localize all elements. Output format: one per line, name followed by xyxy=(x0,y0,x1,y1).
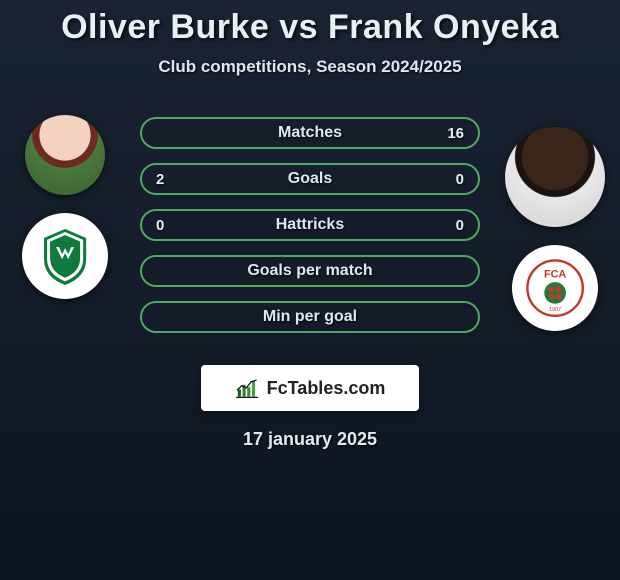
stat-value-right: 0 xyxy=(442,171,464,188)
infographic-container: Oliver Burke vs Frank Onyeka Club compet… xyxy=(0,0,620,450)
stat-value-right: 0 xyxy=(442,217,464,234)
stat-row-goals-per-match: Goals per match xyxy=(140,255,480,287)
date-line: 17 january 2025 xyxy=(0,429,620,450)
player-right-avatar xyxy=(505,127,605,227)
fc-augsburg-icon: FCA 1907 xyxy=(525,258,585,318)
stat-label: Goals per match xyxy=(247,262,372,280)
player-right-club-badge: FCA 1907 xyxy=(512,245,598,331)
stat-value-left: 2 xyxy=(156,171,178,188)
comparison-area: FCA 1907 Matches 16 2 Goals 0 xyxy=(0,115,620,345)
stat-row-matches: Matches 16 xyxy=(140,117,480,149)
player-right-column: FCA 1907 xyxy=(500,127,610,331)
stat-value-right: 16 xyxy=(442,125,464,142)
brand-text: FcTables.com xyxy=(267,378,386,399)
werder-bremen-icon xyxy=(35,226,95,286)
brand-badge: FcTables.com xyxy=(201,365,419,411)
stat-value-left: 0 xyxy=(156,217,178,234)
subtitle: Club competitions, Season 2024/2025 xyxy=(0,57,620,77)
player-left-avatar xyxy=(25,115,105,195)
stat-rows: Matches 16 2 Goals 0 0 Hattricks 0 Goals… xyxy=(140,117,480,333)
stat-row-goals: 2 Goals 0 xyxy=(140,163,480,195)
stat-row-hattricks: 0 Hattricks 0 xyxy=(140,209,480,241)
page-title: Oliver Burke vs Frank Onyeka xyxy=(0,8,620,47)
stat-label: Min per goal xyxy=(263,308,357,326)
stat-label: Hattricks xyxy=(276,216,344,234)
svg-text:FCA: FCA xyxy=(544,268,566,280)
bar-chart-icon xyxy=(235,377,261,399)
svg-text:1907: 1907 xyxy=(549,307,561,313)
stat-label: Goals xyxy=(288,170,332,188)
player-left-column xyxy=(10,115,120,299)
stat-row-min-per-goal: Min per goal xyxy=(140,301,480,333)
player-left-club-badge xyxy=(22,213,108,299)
stat-label: Matches xyxy=(278,124,342,142)
